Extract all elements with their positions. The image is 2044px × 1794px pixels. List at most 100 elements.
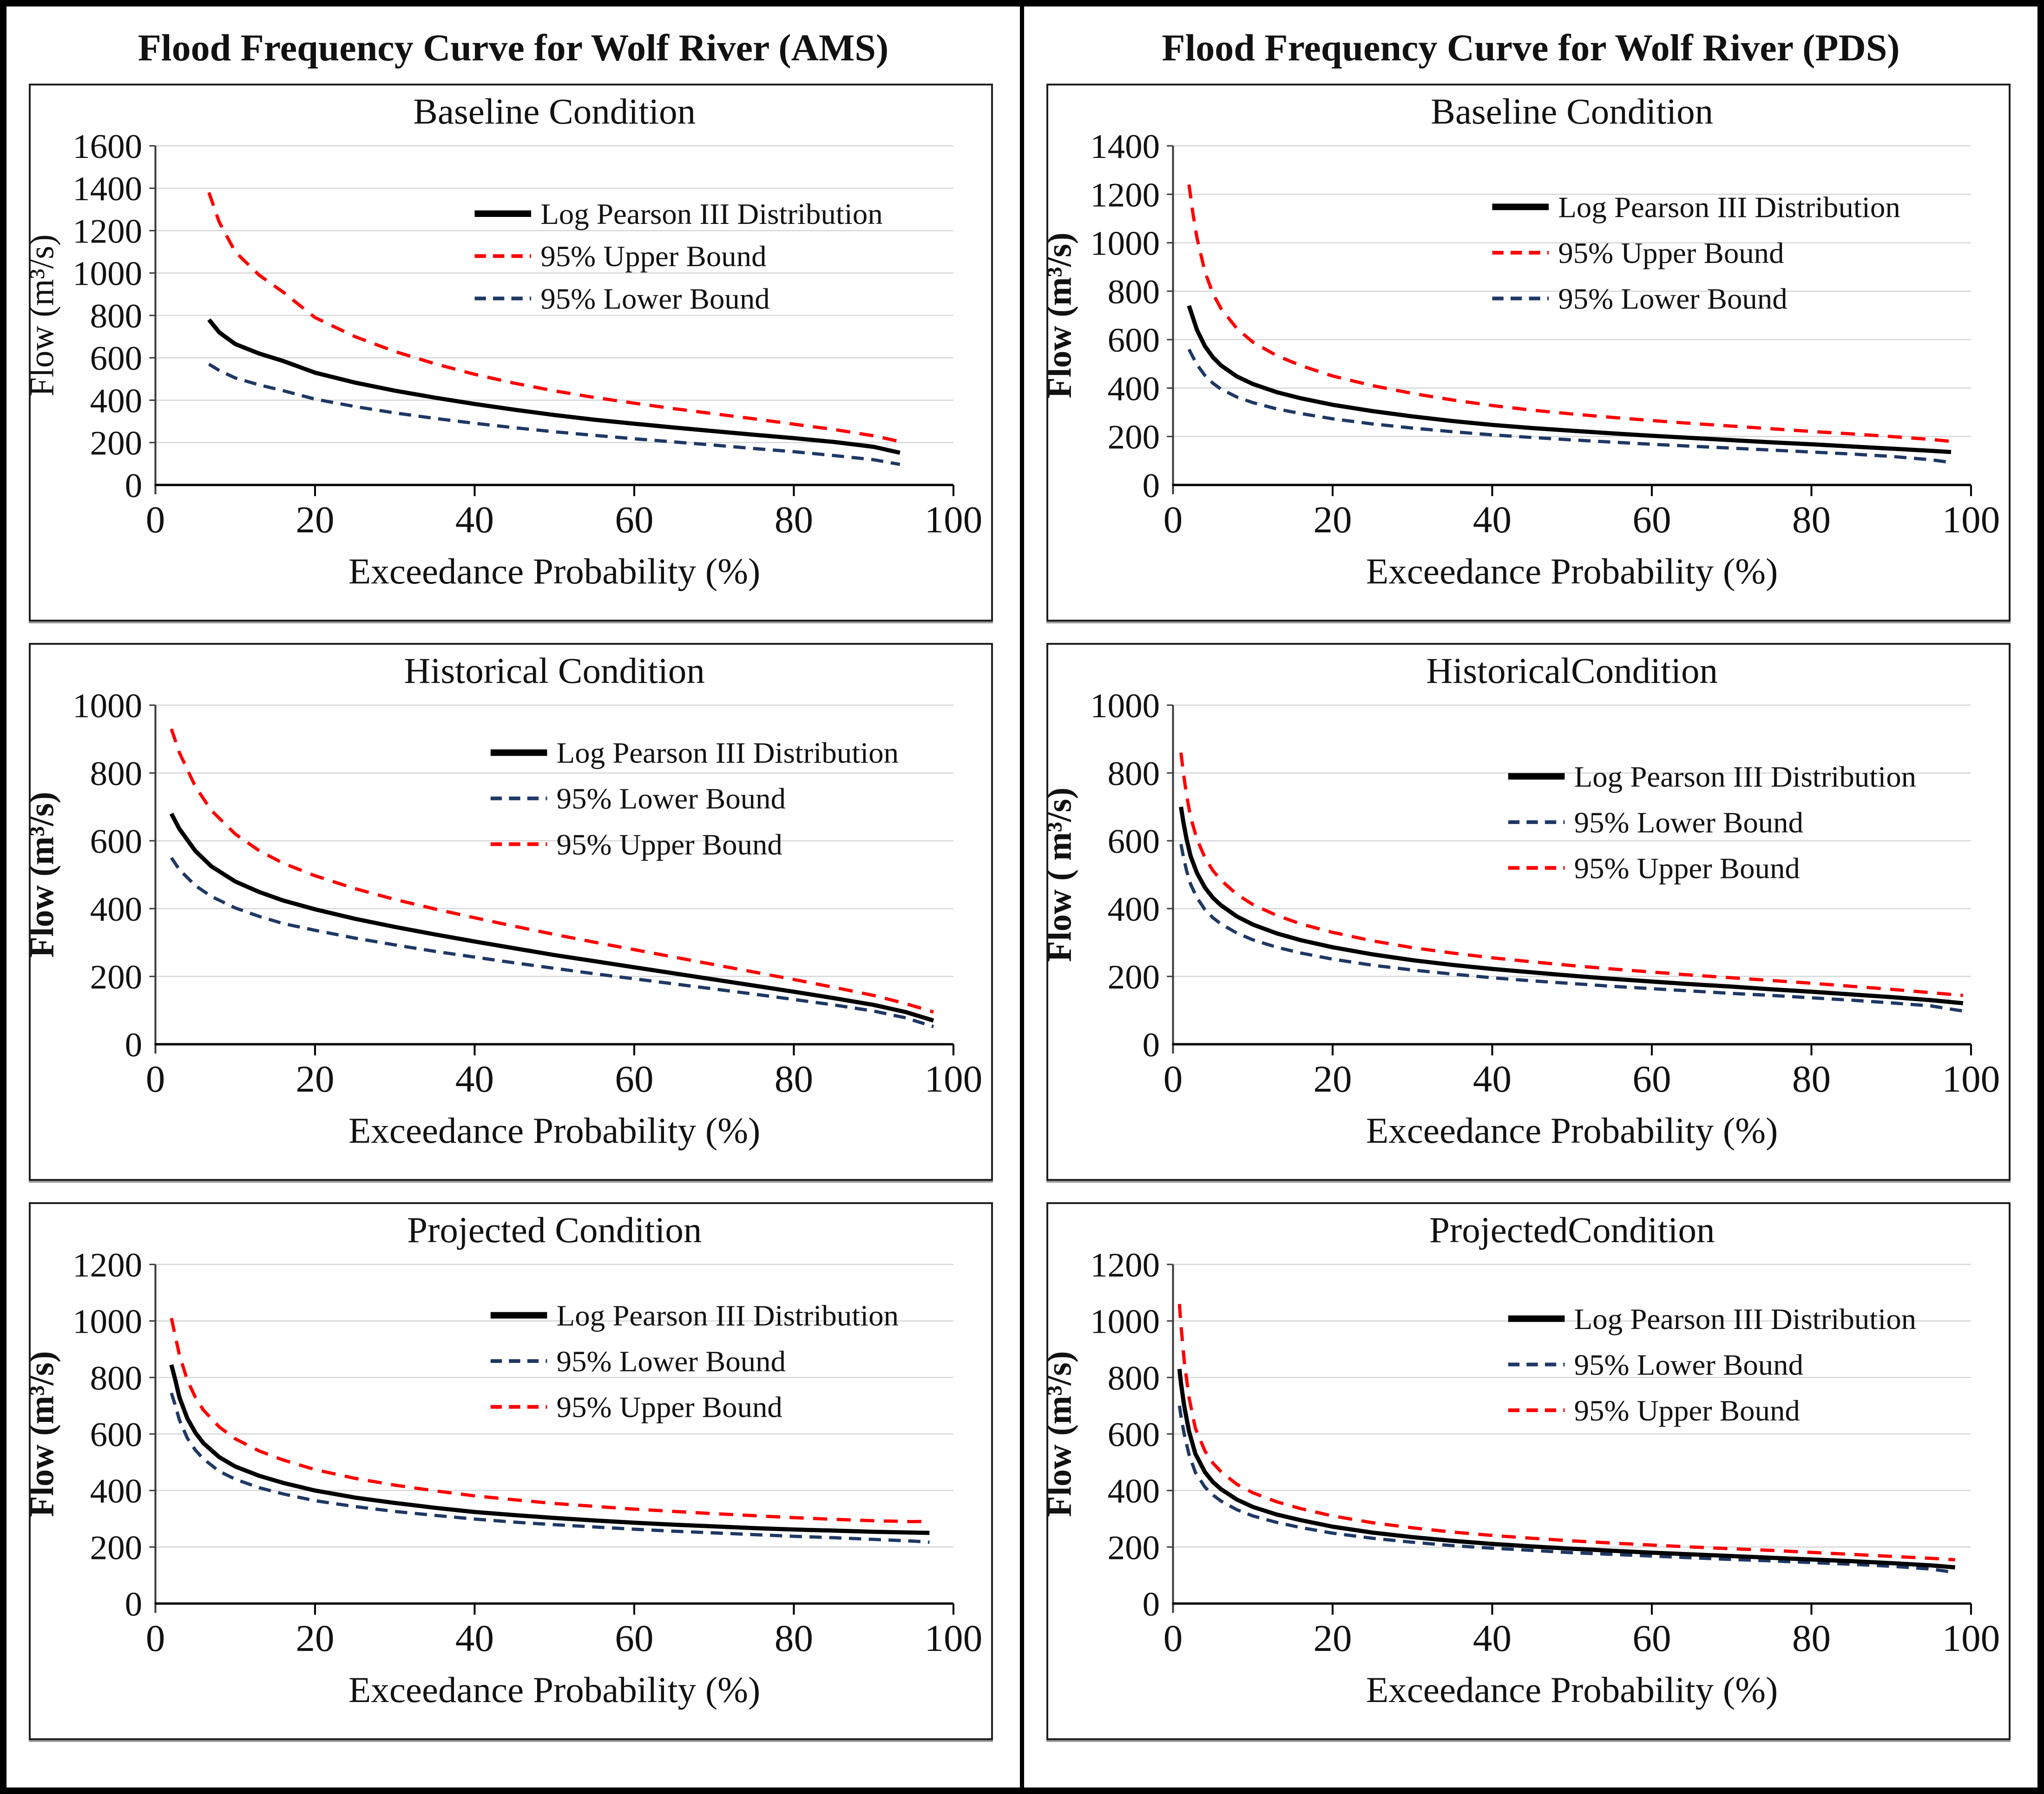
- x-axis-label: Exceedance Probability (%): [1366, 1110, 1778, 1150]
- y-tick-label: 200: [90, 958, 142, 996]
- y-tick-label: 600: [90, 1416, 142, 1454]
- axes: [149, 704, 954, 1055]
- x-tick-label: 20: [296, 498, 334, 540]
- x-tick-label: 20: [1313, 498, 1352, 540]
- series-log-pearson-iii-distribution: [1187, 305, 1952, 454]
- legend-entry-95-lower-bound: 95% Lower Bound: [490, 1345, 786, 1378]
- chart: 0 200 400 600 800 1000 1200 0 20 40 60 80 100 Log Pea…: [1048, 1210, 2000, 1709]
- legend-label: Log Pearson III Distribution: [557, 737, 899, 770]
- x-tick-label: 0: [1163, 1617, 1183, 1659]
- y-tick-label: 1400: [72, 170, 142, 208]
- y-axis-label: Flow ( m³/s): [1048, 787, 1079, 962]
- legend-label: 95% Lower Bound: [1558, 282, 1787, 315]
- chart: 0 200 400 600 800 1000 0 20 40 60 80 100 Log Pearson…: [1048, 650, 2000, 1150]
- legend: Log Pearson III Distribution 95% Lower Bo…: [1508, 760, 1916, 884]
- legend-entry-95-upper-bound: 95% Upper Bound: [490, 1391, 782, 1424]
- pds-column-title: Flood Frequency Curve for Wolf River (PD…: [1162, 26, 1900, 69]
- y-tick-labels: 0 200 400 600 800 1000: [1090, 687, 1160, 1064]
- y-tick-label: 800: [90, 755, 142, 792]
- y-tick-label: 1000: [1090, 687, 1160, 725]
- legend-label: 95% Lower Bound: [1574, 1349, 1803, 1382]
- gridlines: [155, 704, 953, 977]
- panel-title: HistoricalCondition: [1426, 650, 1718, 690]
- panel-pds-projected: 0 200 400 600 800 1000 1200 0 20 40 60 80 100 Log Pea…: [1046, 1202, 2011, 1740]
- y-tick-label: 0: [1143, 1585, 1160, 1623]
- x-tick-label: 100: [1942, 498, 2000, 540]
- x-tick-labels: 0 20 40 60 80 100: [146, 498, 983, 540]
- series-log-pearson-iii-distribution: [207, 318, 900, 455]
- x-tick-label: 0: [146, 1617, 165, 1659]
- x-tick-label: 40: [1473, 498, 1512, 540]
- panel-pds-baseline: 0 200 400 600 800 1000 1200 1400 0 20 40 60 80 100 Log…: [1046, 84, 2011, 622]
- series: [169, 1317, 930, 1544]
- panel-title: Historical Condition: [404, 650, 705, 690]
- x-tick-label: 80: [1792, 1617, 1831, 1659]
- y-tick-label: 800: [90, 297, 142, 335]
- series: [1177, 1303, 1956, 1574]
- legend-entry-95-lower-bound: 95% Lower Bound: [1508, 806, 1803, 839]
- series-95-lower-bound: [1177, 1405, 1956, 1574]
- x-tick-label: 0: [146, 498, 165, 540]
- y-tick-label: 1600: [72, 128, 142, 165]
- series: [1187, 184, 1952, 464]
- series-95-upper-bound: [170, 728, 934, 1014]
- series-95-upper-bound: [1179, 752, 1964, 997]
- x-tick-label: 80: [1792, 1057, 1831, 1100]
- y-axis-label: Flow (m³/s): [1048, 1351, 1079, 1517]
- y-tick-label: 200: [1108, 419, 1160, 456]
- legend-entry-95-upper-bound: 95% Upper Bound: [1508, 852, 1800, 884]
- legend: Log Pearson III Distribution 95% Lower Bo…: [490, 1299, 899, 1424]
- y-tick-label: 600: [1108, 1416, 1160, 1454]
- axes: [1167, 1264, 1972, 1615]
- x-tick-label: 20: [1313, 1057, 1352, 1100]
- x-tick-label: 60: [1632, 1057, 1671, 1100]
- y-tick-label: 0: [125, 1026, 142, 1064]
- panel-ams-projected: 0 200 400 600 800 1000 1200 0 20 40 60 80 100 Log Pea…: [29, 1202, 993, 1740]
- x-tick-label: 60: [1632, 1617, 1671, 1659]
- x-tick-labels: 0 20 40 60 80 100: [146, 1057, 983, 1100]
- y-axis-label: Flow (m³/s): [31, 1351, 61, 1517]
- chart-pds-baseline: 0 200 400 600 800 1000 1200 1400 0 20 40 60 80 100 Log…: [1048, 91, 2000, 591]
- series-95-upper-bound: [1177, 1303, 1955, 1562]
- x-tick-label: 100: [925, 1057, 983, 1100]
- y-tick-label: 1200: [1090, 1246, 1160, 1284]
- series-95-lower-bound: [170, 1392, 930, 1544]
- legend-entry-95-upper-bound: 95% Upper Bound: [490, 828, 782, 861]
- series-95-lower-bound: [1179, 844, 1964, 1013]
- axes: [1167, 704, 1972, 1055]
- y-tick-labels: 0 200 400 600 800 1000: [72, 687, 142, 1064]
- x-tick-labels: 0 20 40 60 80 100: [1163, 1617, 2000, 1659]
- y-tick-label: 200: [90, 425, 142, 462]
- series-95-lower-bound: [170, 857, 934, 1028]
- y-tick-label: 1000: [72, 1303, 142, 1341]
- legend: Log Pearson III Distribution 95% Upper Bo…: [1492, 191, 1900, 315]
- y-tick-label: 1200: [72, 1246, 142, 1284]
- legend-entry-log-pearson-iii-distribution: Log Pearson III Distribution: [1508, 760, 1916, 793]
- gridlines: [155, 145, 953, 443]
- legend: Log Pearson III Distribution 95% Lower Bo…: [1508, 1303, 1916, 1427]
- x-tick-label: 40: [1473, 1617, 1512, 1659]
- y-tick-labels: 0 200 400 600 800 1000 1200 1400 1600: [72, 128, 142, 504]
- legend-entry-95-lower-bound: 95% Lower Bound: [474, 282, 770, 315]
- y-tick-labels: 0 200 400 600 800 1000 1200: [1090, 1246, 1160, 1623]
- panel-title: ProjectedCondition: [1429, 1210, 1715, 1250]
- legend-entry-95-lower-bound: 95% Lower Bound: [1508, 1349, 1803, 1382]
- y-tick-labels: 0 200 400 600 800 1000 1200 1400: [1090, 128, 1160, 504]
- gridlines: [155, 1264, 953, 1548]
- y-tick-label: 0: [125, 467, 142, 504]
- legend-entry-95-upper-bound: 95% Upper Bound: [1492, 236, 1784, 269]
- y-tick-label: 600: [1108, 823, 1160, 860]
- x-axis-label: Exceedance Probability (%): [1366, 551, 1778, 591]
- legend-label: 95% Lower Bound: [557, 782, 786, 815]
- y-tick-label: 1200: [1090, 177, 1160, 214]
- y-tick-label: 1000: [72, 687, 142, 725]
- legend-label: Log Pearson III Distribution: [557, 1299, 899, 1332]
- y-tick-labels: 0 200 400 600 800 1000 1200: [72, 1246, 142, 1623]
- gridlines: [1173, 145, 1971, 437]
- legend-entry-95-upper-bound: 95% Upper Bound: [474, 240, 766, 273]
- x-tick-label: 80: [775, 498, 813, 540]
- y-tick-label: 1200: [72, 213, 142, 250]
- x-tick-label: 100: [1942, 1057, 2000, 1100]
- panel-ams-baseline: 0 200 400 600 800 1000 1200 1400 1600 0 20 40 60 80 10…: [29, 84, 993, 622]
